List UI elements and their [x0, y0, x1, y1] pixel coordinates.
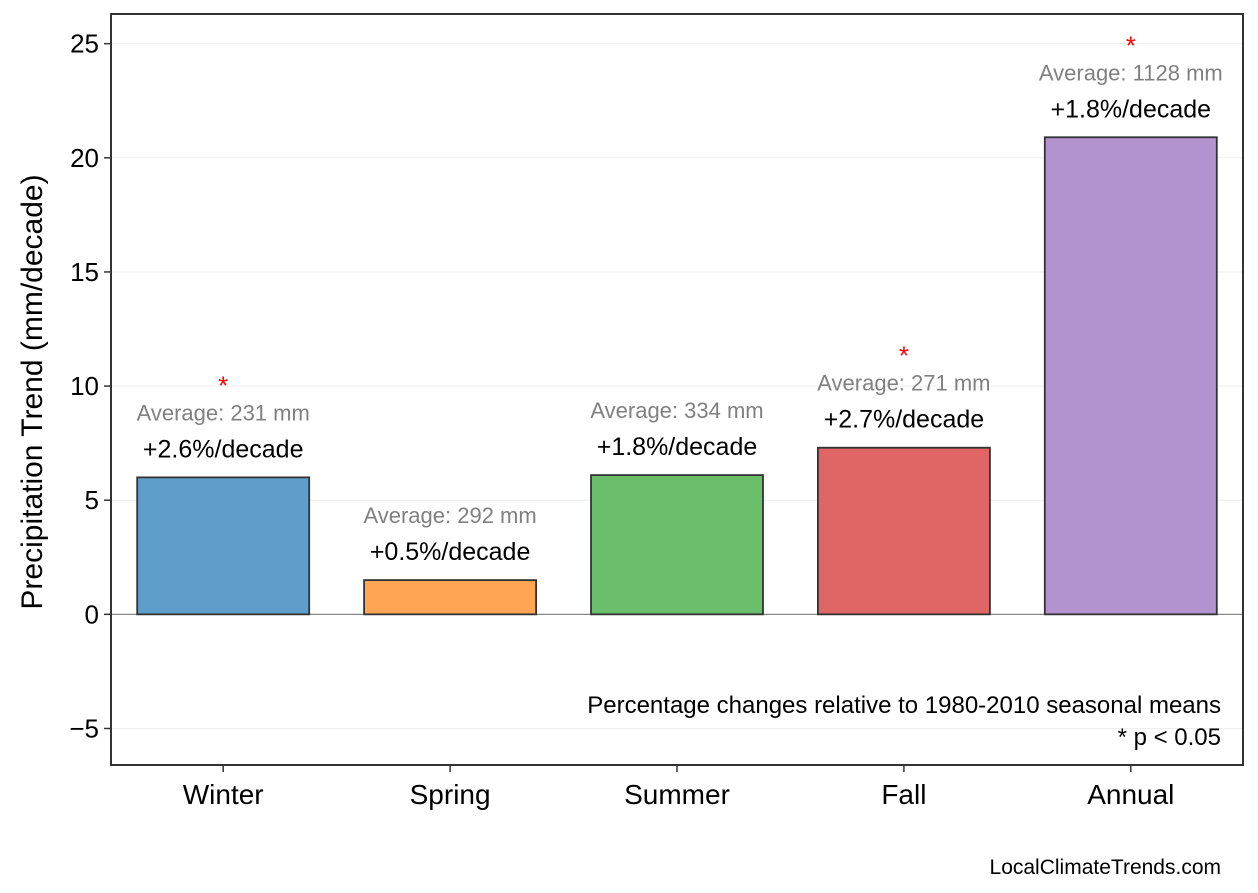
bar-summer: [590, 474, 764, 616]
significance-marker: *: [218, 370, 228, 400]
significance-marker: *: [899, 341, 909, 371]
note-percentage: Percentage changes relative to 1980-2010…: [587, 692, 1221, 719]
pct-label: +0.5%/decade: [370, 538, 531, 566]
average-label: Average: 231 mm: [137, 400, 310, 425]
y-tick-label: −5: [69, 713, 99, 743]
y-axis: −5 0 5 10 15 20 25: [69, 29, 111, 743]
bars: [136, 136, 1218, 616]
average-label: Average: 334 mm: [590, 398, 763, 423]
pct-label: +1.8%/decade: [1051, 95, 1212, 123]
bar-winter: [136, 476, 311, 616]
y-tick-label: 25: [70, 29, 99, 59]
y-tick-label: 10: [70, 371, 99, 401]
average-label: Average: 271 mm: [817, 371, 990, 396]
pct-label: +2.7%/decade: [824, 406, 985, 434]
y-axis-label: Precipitation Trend (mm/decade): [16, 174, 49, 609]
x-tick-label: Annual: [1087, 779, 1174, 810]
credit: LocalClimateTrends.com: [990, 856, 1221, 879]
x-tick-label: Spring: [410, 779, 491, 810]
average-label: Average: 1128 mm: [1039, 60, 1223, 85]
y-tick-label: 20: [70, 143, 99, 173]
pct-label: +2.6%/decade: [143, 435, 304, 463]
x-tick-label: Winter: [183, 779, 264, 810]
bar-annual: [1043, 136, 1218, 616]
note-significance: * p < 0.05: [1118, 724, 1221, 751]
y-tick-label: 0: [85, 599, 99, 629]
pct-label: +1.8%/decade: [597, 433, 758, 461]
significance-marker: *: [1126, 30, 1136, 60]
x-axis: Winter Spring Summer Fall Annual: [183, 765, 1174, 810]
y-tick-label: 15: [70, 257, 99, 287]
bar-spring: [363, 579, 538, 616]
y-tick-label: 5: [85, 485, 99, 515]
average-label: Average: 292 mm: [363, 503, 536, 528]
x-tick-label: Fall: [881, 779, 926, 810]
bar-fall: [817, 446, 991, 616]
x-tick-label: Summer: [624, 779, 730, 810]
